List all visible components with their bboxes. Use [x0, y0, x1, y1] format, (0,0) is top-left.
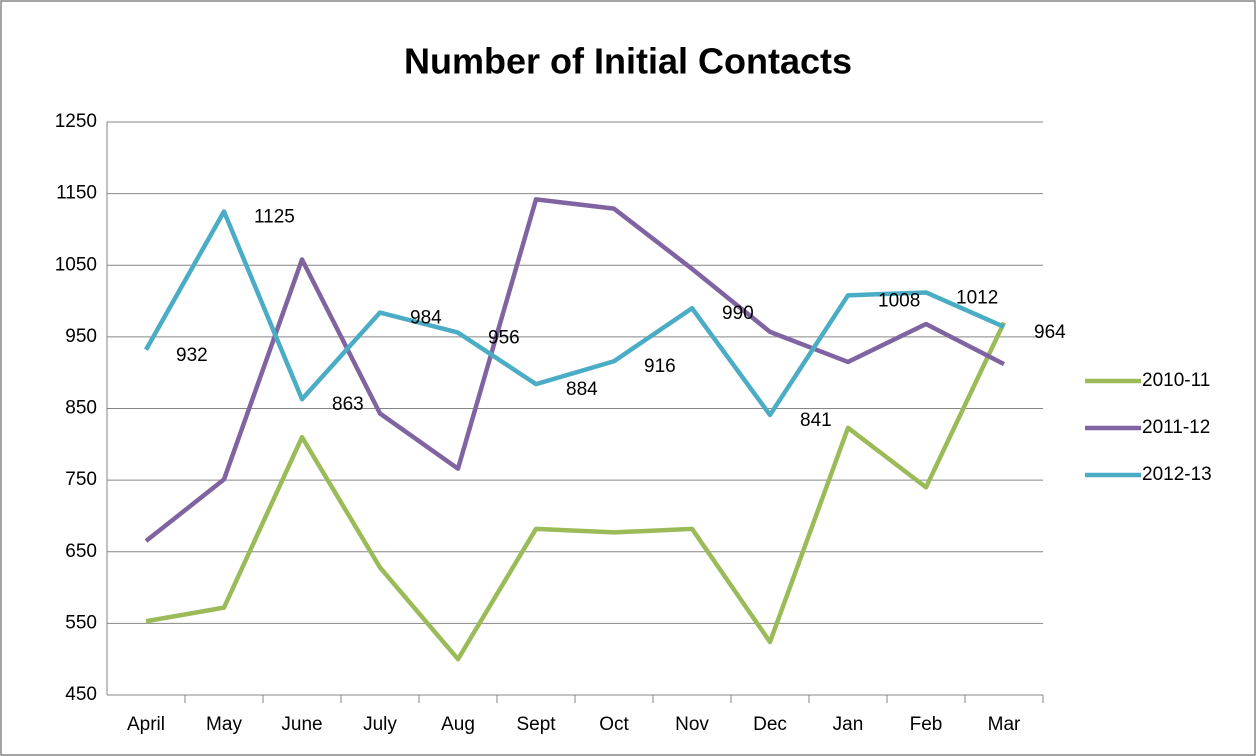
y-tick-label: 1150 — [56, 183, 97, 204]
data-label: 863 — [332, 394, 364, 415]
x-tick-label: Mar — [988, 714, 1021, 735]
x-tick-label: Oct — [599, 714, 629, 735]
data-label: 990 — [722, 303, 754, 324]
data-label: 1008 — [878, 290, 920, 311]
y-tick-label: 950 — [65, 326, 97, 347]
y-tick-label: 850 — [65, 398, 97, 419]
series-line — [144, 197, 1006, 543]
x-tick-label: Dec — [753, 714, 787, 735]
legend-label: 2012-13 — [1142, 464, 1212, 485]
x-tick-label: Jan — [833, 714, 864, 735]
x-tick-label: June — [281, 714, 322, 735]
data-label: 1125 — [254, 207, 295, 228]
x-tick-label: Aug — [441, 714, 475, 735]
data-label: 932 — [176, 345, 208, 366]
y-tick-label: 450 — [65, 684, 97, 705]
series-line — [145, 321, 1007, 662]
y-tick-label: 1250 — [55, 111, 97, 132]
x-tick-label: July — [363, 714, 397, 735]
x-tick-label: May — [206, 714, 242, 735]
y-tick-label: 1050 — [55, 254, 97, 275]
x-tick-label: Sept — [516, 714, 556, 735]
data-label: 956 — [488, 328, 520, 349]
data-label: 984 — [410, 308, 442, 329]
legend-label: 2011-12 — [1142, 417, 1210, 438]
x-tick-label: Feb — [910, 714, 943, 735]
data-label: 841 — [800, 410, 832, 431]
chart-title: Number of Initial Contacts — [404, 41, 852, 82]
y-tick-label: 550 — [65, 612, 97, 633]
y-tick-label: 650 — [65, 541, 97, 562]
legend-label: 2010-11 — [1142, 370, 1210, 391]
data-label: 1012 — [956, 287, 998, 308]
data-label: 916 — [644, 356, 676, 377]
data-label: 964 — [1034, 322, 1066, 343]
series-line — [144, 209, 1005, 418]
data-label: 884 — [566, 379, 598, 400]
y-tick-label: 750 — [65, 469, 97, 490]
x-tick-label: April — [127, 714, 165, 735]
x-tick-label: Nov — [675, 714, 709, 735]
